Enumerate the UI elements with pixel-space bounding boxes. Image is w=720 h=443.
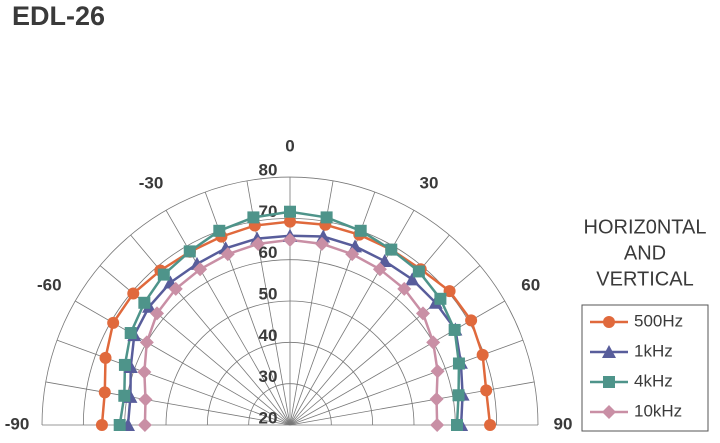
angle-tick-label: -60 xyxy=(37,275,62,294)
marker xyxy=(602,345,616,358)
legend-label: 4kHz xyxy=(634,371,673,390)
marker xyxy=(405,272,420,286)
r-tick-label: 60 xyxy=(259,243,278,262)
marker xyxy=(157,268,170,281)
marker xyxy=(99,351,112,364)
grid-arc xyxy=(206,342,374,426)
legend-label: 1kHz xyxy=(634,341,673,360)
grid-arc xyxy=(124,259,456,426)
angle-tick-label: 90 xyxy=(554,414,573,433)
marker xyxy=(602,405,616,419)
marker xyxy=(124,327,137,340)
marker xyxy=(476,348,489,361)
chart-title: EDL-26 xyxy=(12,1,105,31)
marker xyxy=(284,215,296,228)
marker xyxy=(107,316,120,329)
marker xyxy=(113,419,126,431)
marker xyxy=(139,335,154,350)
marker xyxy=(127,287,140,300)
marker xyxy=(465,314,478,327)
marker xyxy=(426,335,441,350)
marker xyxy=(168,281,183,296)
legend-label: 10kHz xyxy=(634,401,682,420)
marker xyxy=(603,316,615,328)
marker xyxy=(397,281,412,296)
marker xyxy=(480,384,493,397)
marker xyxy=(95,419,108,431)
angle-tick-label: 60 xyxy=(521,275,540,294)
angle-tick-label: -30 xyxy=(139,174,164,193)
marker xyxy=(247,211,260,224)
marker xyxy=(314,236,329,251)
marker xyxy=(452,389,465,402)
marker xyxy=(443,285,456,298)
r-tick-label: 50 xyxy=(259,284,278,303)
marker xyxy=(430,364,445,379)
legend-box xyxy=(581,304,709,432)
grid-arc xyxy=(41,176,539,426)
marker xyxy=(118,389,131,402)
r-tick-label: 40 xyxy=(259,326,278,345)
marker xyxy=(354,224,367,237)
marker xyxy=(213,224,226,237)
marker xyxy=(603,376,615,388)
grid-arc xyxy=(165,300,415,426)
marker xyxy=(137,418,152,432)
marker xyxy=(137,364,152,379)
marker xyxy=(183,245,196,258)
marker xyxy=(372,262,387,277)
grid-arc xyxy=(248,383,332,426)
marker xyxy=(385,243,398,256)
legend-title: VERTICAL xyxy=(596,268,693,290)
marker xyxy=(193,262,208,277)
marker xyxy=(118,358,131,371)
angle-tick-label: 30 xyxy=(420,174,439,193)
r-tick-label: 30 xyxy=(259,367,278,386)
marker xyxy=(484,419,497,431)
marker xyxy=(220,247,235,262)
legend-title: HORIZ0NTAL xyxy=(584,216,707,238)
marker xyxy=(448,323,461,336)
legend-title: AND xyxy=(624,242,666,264)
marker xyxy=(415,306,430,321)
marker xyxy=(138,392,153,407)
marker xyxy=(138,296,151,309)
marker xyxy=(320,211,333,224)
r-tick-label: 20 xyxy=(259,408,278,427)
marker xyxy=(429,392,444,407)
marker xyxy=(434,292,447,305)
angle-tick-label: -90 xyxy=(5,414,30,433)
legend-label: 500Hz xyxy=(634,311,683,330)
marker xyxy=(284,205,296,218)
marker xyxy=(412,265,425,278)
marker xyxy=(251,236,266,251)
angle-tick-label: 0 xyxy=(285,136,294,155)
r-tick-label: 70 xyxy=(259,202,278,221)
marker xyxy=(452,357,465,370)
r-tick-label: 80 xyxy=(259,160,278,179)
marker xyxy=(450,419,463,431)
marker xyxy=(98,386,111,399)
marker xyxy=(283,232,297,247)
marker xyxy=(345,247,360,262)
marker xyxy=(150,306,165,321)
marker xyxy=(430,418,445,432)
series-line xyxy=(100,220,492,426)
